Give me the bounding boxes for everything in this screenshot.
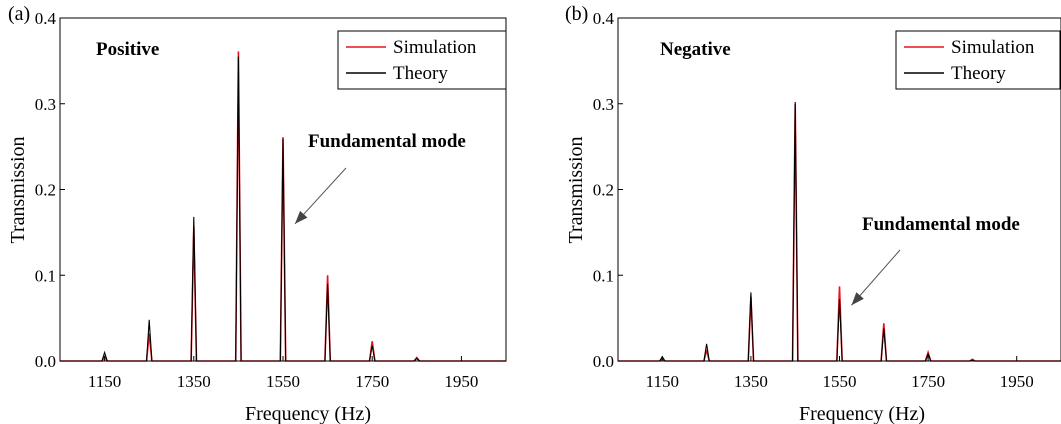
panel-b-legend-simulation: Simulation xyxy=(951,37,1035,58)
panel-b-legend-box xyxy=(895,30,1061,90)
panel-a-xtick-label: 1750 xyxy=(355,372,389,391)
panel-b-annotation-arrow xyxy=(851,249,901,306)
panel-a-ylabel: Transmission xyxy=(7,136,29,243)
panel-a-annotation-arrow xyxy=(294,167,347,225)
panel-b-xtick-label: 1550 xyxy=(823,372,857,391)
panel-a-arrow-head xyxy=(295,210,308,224)
panel-a-xtick-label: 1550 xyxy=(266,372,300,391)
panel-b-legend: Simulation Theory xyxy=(895,30,1061,90)
panel-a-legend-box xyxy=(337,30,507,90)
panel-b-xtick-label: 1950 xyxy=(1000,372,1034,391)
panel-a-legend-simulation: Simulation xyxy=(393,37,477,58)
panel-b-xtick-label: 1350 xyxy=(734,372,768,391)
panel-a-fundamental-mode-label: Fundamental mode xyxy=(308,131,466,152)
panel-b-title-annotation: Negative xyxy=(660,39,731,60)
panel-b-legend-theory: Theory xyxy=(951,63,1006,84)
panel-b: (b) 1150 1350 1550 1750 19500.00.10.20.30.4 … xyxy=(565,3,1061,424)
panel-b-ytick-label: 0.0 xyxy=(593,352,614,371)
panel-a-xtick-label: 1350 xyxy=(177,372,211,391)
panel-a: (a) 1150 1350 1550 1750 19500.00.10.20.30.4 … xyxy=(7,3,507,424)
panel-a-ytick-label: 0.3 xyxy=(35,95,56,114)
panel-a-ytick-label: 0.1 xyxy=(35,266,56,285)
panel-b-ytick-label: 0.3 xyxy=(593,95,614,114)
panel-a-ytick-label: 0.4 xyxy=(35,9,57,28)
panel-a-ytick-label: 0.0 xyxy=(35,352,56,371)
panel-b-fundamental-mode-label: Fundamental mode xyxy=(862,214,1020,235)
panel-b-ytick-label: 0.4 xyxy=(593,9,615,28)
panel-a-xtick-label: 1150 xyxy=(88,372,121,391)
panel-b-ylabel: Transmission xyxy=(565,136,587,243)
panel-a-legend-theory: Theory xyxy=(393,63,448,84)
panel-a-series-theory xyxy=(60,56,506,362)
panel-b-arrow-head xyxy=(851,292,864,306)
panel-a-series-simulation xyxy=(60,51,506,362)
panel-a-xlabel: Frequency (Hz) xyxy=(245,403,371,424)
panel-b-ytick-label: 0.1 xyxy=(593,266,614,285)
panel-b-ytick-label: 0.2 xyxy=(593,181,614,200)
panel-a-label: (a) xyxy=(8,3,30,25)
panel-b-xtick-label: 1150 xyxy=(646,372,679,391)
panel-b-label: (b) xyxy=(565,3,588,25)
panel-b-xlabel: Frequency (Hz) xyxy=(799,403,925,424)
panel-b-xtick-label: 1750 xyxy=(911,372,945,391)
panel-a-title-annotation: Positive xyxy=(96,39,159,60)
panel-a-legend: Simulation Theory xyxy=(337,30,507,90)
panel-a-ytick-label: 0.2 xyxy=(35,181,56,200)
panel-a-xtick-label: 1950 xyxy=(444,372,478,391)
